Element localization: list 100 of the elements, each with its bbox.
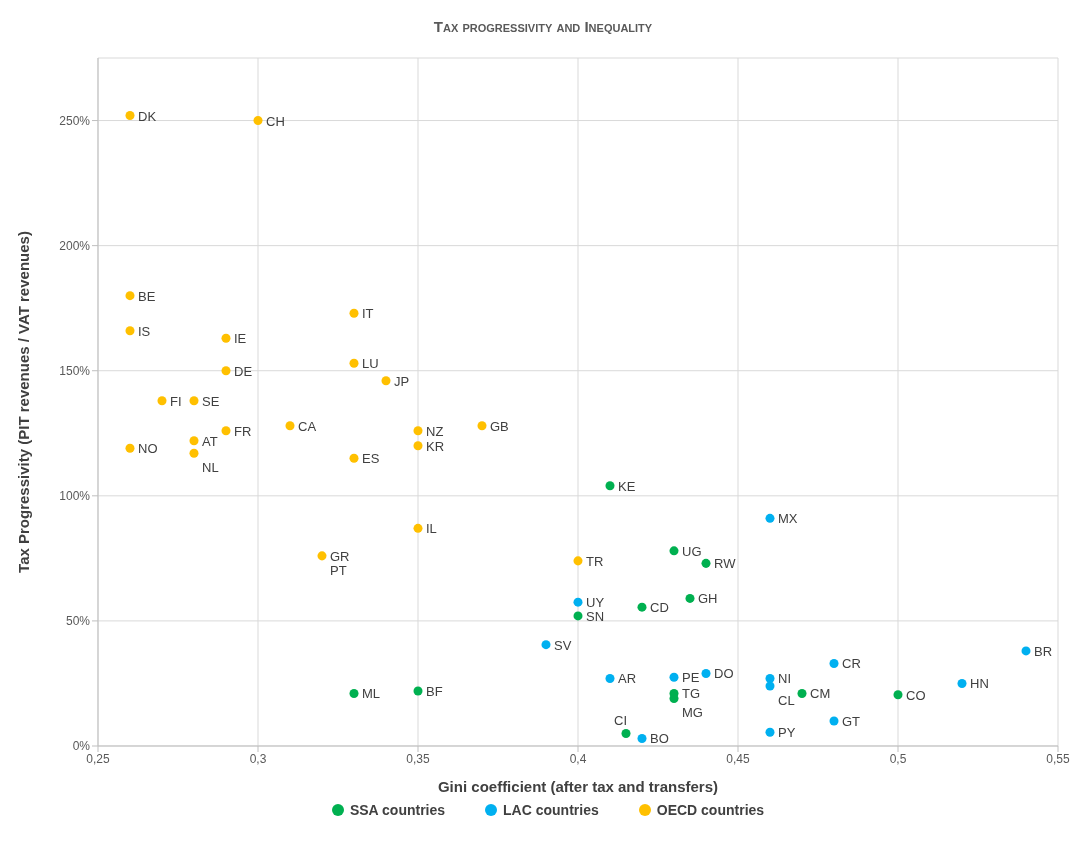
annotation: CL [778, 692, 795, 708]
point [765, 681, 775, 691]
point [701, 668, 711, 678]
legend-label: SSA countries [348, 802, 446, 818]
point [669, 672, 679, 682]
x-tick-label: 0,3 [249, 751, 267, 766]
point [413, 523, 423, 533]
y-tick-label: 100% [59, 489, 91, 504]
annotation: JP [394, 373, 410, 389]
point [189, 448, 199, 458]
point [285, 421, 295, 431]
annotation: CD [650, 600, 669, 616]
annotation: NL [202, 460, 219, 476]
y-tick-label: 250% [59, 113, 91, 128]
annotation: LU [362, 356, 379, 372]
annotation: AT [202, 433, 218, 449]
point [605, 673, 615, 683]
x-tick-label: 0,25 [86, 751, 110, 766]
annotation: KR [426, 438, 445, 454]
point [797, 688, 807, 698]
annotation: NI [778, 671, 791, 687]
annotation: FR [234, 423, 252, 439]
point [349, 358, 359, 368]
point [957, 678, 967, 688]
annotation: RW [714, 556, 737, 572]
point [893, 690, 903, 700]
point [349, 453, 359, 463]
annotation: NZ [426, 423, 444, 439]
point [685, 593, 695, 603]
point [573, 597, 583, 607]
annotation: GR [330, 548, 350, 564]
annotation: KE [618, 478, 636, 494]
annotation: IS [138, 323, 151, 339]
annotation: TR [586, 553, 604, 569]
point [221, 426, 231, 436]
point [317, 551, 327, 561]
y-axis-title: Tax Progressivity (PIT revenues / VAT revenues) [15, 231, 33, 573]
annotation: FI [170, 393, 182, 409]
annotation: IE [234, 331, 247, 347]
point [221, 366, 231, 376]
point [701, 558, 711, 568]
y-tick-label: 200% [59, 238, 91, 253]
annotation: DE [234, 363, 253, 379]
chart-title: Tax progressivity and Inequality [433, 18, 653, 35]
annotation: CM [810, 686, 831, 702]
point [349, 688, 359, 698]
annotation: IL [426, 521, 437, 537]
legend-label: OECD countries [655, 802, 765, 818]
x-tick-label: 0,5 [889, 751, 907, 766]
point [413, 426, 423, 436]
annotation: DK [138, 108, 157, 124]
point [413, 686, 423, 696]
annotation: CA [298, 418, 317, 434]
point [573, 556, 583, 566]
annotation: BE [138, 288, 156, 304]
point [189, 436, 199, 446]
annotation: GH [698, 591, 718, 607]
point [669, 546, 679, 556]
point [349, 308, 359, 318]
y-tick-label: 50% [65, 614, 91, 629]
annotation: CH [266, 113, 285, 129]
point [413, 441, 423, 451]
annotation: HN [970, 676, 989, 692]
annotation: SN [586, 608, 605, 624]
x-tick-label: 0,45 [726, 751, 750, 766]
annotation: BF [426, 683, 443, 699]
annotation: SV [554, 637, 572, 653]
point [125, 326, 135, 336]
point [221, 333, 231, 343]
point [765, 727, 775, 737]
x-tick-label: 0,35 [406, 751, 430, 766]
point [637, 733, 647, 743]
point [829, 658, 839, 668]
point [125, 443, 135, 453]
annotation: TG [682, 686, 701, 702]
point [157, 396, 167, 406]
y-tick-label: 0% [72, 739, 91, 754]
annotation: GT [842, 713, 861, 729]
point [125, 291, 135, 301]
point [765, 513, 775, 523]
annotation: CO [906, 687, 926, 703]
point [125, 111, 135, 121]
annotation: MG [682, 705, 703, 721]
annotation: ML [362, 686, 381, 702]
annotation: NO [138, 441, 158, 457]
annotation: PY [778, 725, 796, 741]
point [621, 728, 631, 738]
annotation: SE [202, 393, 220, 409]
annotation: BO [650, 731, 669, 747]
annotation: ES [362, 451, 380, 467]
annotation: BR [1034, 643, 1053, 659]
annotation: PE [682, 670, 700, 686]
point [381, 376, 391, 386]
annotation: UY [586, 595, 605, 611]
annotation: GB [490, 418, 509, 434]
legend-label: LAC countries [502, 802, 599, 818]
annotation: PT [330, 562, 347, 578]
annotation: MX [778, 511, 798, 527]
x-tick-label: 0,4 [569, 751, 587, 766]
point [1021, 646, 1031, 656]
